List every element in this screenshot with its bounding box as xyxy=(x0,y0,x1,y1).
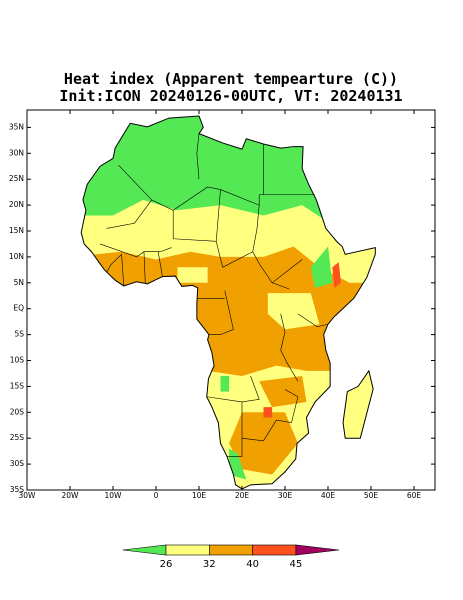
lat-tick-label: 10S xyxy=(10,356,25,365)
colorbar-label: 26 xyxy=(160,559,173,570)
lon-tick-label: 10E xyxy=(192,491,207,500)
heat-region xyxy=(177,267,208,283)
lon-tick-label: 30W xyxy=(19,491,37,500)
lon-tick-label: 50E xyxy=(364,491,379,500)
colorbar-segment xyxy=(165,544,210,556)
lat-tick-label: 5S xyxy=(14,330,24,339)
lat-tick-label: 30S xyxy=(10,459,25,468)
lat-tick-label: 35N xyxy=(9,122,24,131)
axis-ticks: 35N 30N 25N 20N 15N 10N 5N EQ 5S 10S 15S 20S 25S 30S 3… xyxy=(9,110,435,500)
lon-tick-label: 20E xyxy=(235,491,250,500)
colorbar-label: 40 xyxy=(246,559,259,570)
lat-tick-label: 30N xyxy=(9,148,24,157)
title-line-1: Heat index (Apparent tempearture (C)) xyxy=(64,70,398,88)
heat-region xyxy=(259,376,307,408)
colorbar-high xyxy=(295,544,340,556)
lat-tick-label: EQ xyxy=(13,304,24,313)
lat-tick-label: 15S xyxy=(10,381,25,390)
heat-region xyxy=(267,293,320,330)
heat-index-field xyxy=(81,116,376,489)
heat-region xyxy=(263,407,273,418)
lon-tick-label: 0 xyxy=(154,491,159,500)
colorbar-low xyxy=(122,544,167,556)
heat-region xyxy=(220,376,230,392)
coastline xyxy=(81,116,375,489)
colorbar-label: 45 xyxy=(290,559,303,570)
heat-region xyxy=(332,262,341,288)
lat-tick-label: 35S xyxy=(10,485,25,494)
colorbar-segment xyxy=(252,544,297,556)
country-borders xyxy=(100,134,328,457)
lat-tick-label: 20N xyxy=(9,200,24,209)
lon-tick-label: 60E xyxy=(407,491,422,500)
lon-tick-label: 20W xyxy=(62,491,80,500)
heat-region xyxy=(310,246,333,288)
lon-tick-label: 10W xyxy=(105,491,123,500)
colorbar: 26 32 40 45 xyxy=(122,544,340,570)
lat-tick-label: 10N xyxy=(9,252,24,261)
lat-tick-label: 20S xyxy=(10,407,25,416)
lat-tick-label: 25S xyxy=(10,433,25,442)
map-frame xyxy=(26,109,436,491)
lat-tick-label: 25N xyxy=(9,174,24,183)
lon-tick-label: 30E xyxy=(278,491,293,500)
title-line-2: Init:ICON 20240126-00UTC, VT: 20240131 xyxy=(59,87,402,105)
colorbar-segment xyxy=(209,544,253,556)
lat-tick-label: 15N xyxy=(9,226,24,235)
lon-tick-label: 40E xyxy=(321,491,336,500)
lat-tick-label: 5N xyxy=(14,278,24,287)
colorbar-label: 32 xyxy=(203,559,216,570)
heat-region xyxy=(229,412,298,475)
